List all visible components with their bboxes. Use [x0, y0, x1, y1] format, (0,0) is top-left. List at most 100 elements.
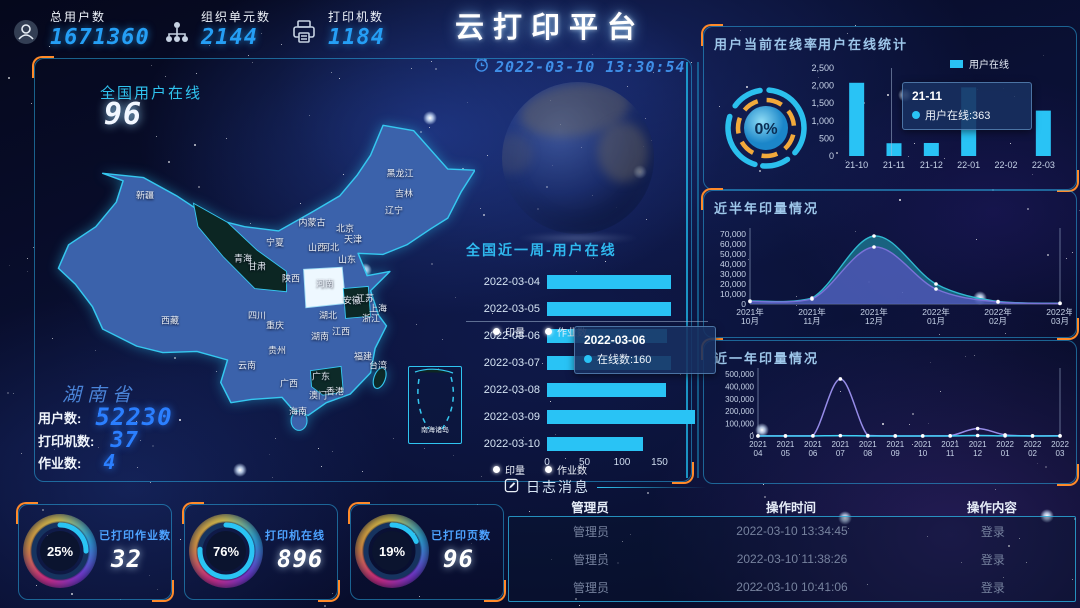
monthly-bar[interactable] [923, 142, 939, 156]
log-row: 管理员 2022-03-10 13:34:45 登录 [509, 517, 1075, 545]
chart-legend[interactable]: 用户在线 [950, 56, 1009, 71]
legend-marker [545, 328, 552, 335]
province-label-新疆[interactable]: 新疆 [135, 190, 155, 201]
province-label-江西[interactable]: 江西 [331, 326, 351, 337]
province-label-上海[interactable]: 上海 [368, 303, 388, 314]
province-stat-row: 用户数: 52230 [38, 403, 173, 431]
kpi-label: 打印机在线 [265, 530, 325, 542]
province-label-黑龙江[interactable]: 黑龙江 [386, 168, 414, 179]
province-label-湖南[interactable]: 湖南 [310, 331, 330, 342]
province-label-山东[interactable]: 山东 [337, 254, 357, 265]
stat-label: 总用户数 [50, 10, 107, 24]
province-label-福建[interactable]: 福建 [353, 351, 373, 362]
weekly-bar-row: 2022-03-10 [466, 430, 706, 457]
province-label-广西[interactable]: 广西 [279, 378, 299, 389]
user-icon [12, 18, 40, 46]
taiwan-island[interactable] [371, 366, 389, 390]
globe-shadow [516, 233, 640, 243]
province-label-重庆[interactable]: 重庆 [265, 320, 285, 331]
weekly-bar[interactable] [547, 274, 671, 289]
tooltip-title: 2022-03-06 [584, 333, 646, 347]
nine-dash-line [414, 368, 454, 430]
legend-item-印量[interactable]: 印量 [493, 462, 525, 477]
province-label-内蒙古[interactable]: 内蒙古 [298, 217, 326, 228]
province-label-安徽[interactable]: 安徽 [342, 295, 362, 306]
svg-text:10,000: 10,000 [720, 289, 746, 299]
tooltip-title: 21-11 [912, 89, 943, 103]
svg-text:70,000: 70,000 [720, 229, 746, 239]
china-map[interactable]: 新疆西藏 青海 甘肃 宁夏 内蒙古 黑龙江吉林辽宁北京 天津山西 河北 山东陕西 河南江苏 安徽 上海… [55, 120, 475, 440]
province-label-河北[interactable]: 河北 [320, 242, 340, 253]
province-label-甘肃[interactable]: 甘肃 [247, 261, 267, 272]
province-label-陕西[interactable]: 陕西 [281, 273, 301, 284]
area-series-作业数[interactable] [750, 246, 1060, 304]
svg-text:2,500: 2,500 [811, 63, 834, 73]
province-stat-row: 作业数: 4 [38, 450, 116, 474]
province-label-吉林[interactable]: 吉林 [394, 188, 414, 199]
kpi-gauge: 19% [355, 514, 429, 588]
half-year-legend[interactable]: 印量 作业数 [0, 324, 1080, 339]
province-label-宁夏[interactable]: 宁夏 [265, 237, 285, 248]
line-series-印量[interactable] [757, 378, 1061, 437]
province-label-云南[interactable]: 云南 [237, 360, 257, 371]
province-label-四川[interactable]: 四川 [247, 310, 267, 321]
hainan-island[interactable] [290, 410, 308, 431]
province-stat-value: 37 [110, 428, 139, 453]
one-year-legend[interactable]: 印量 作业数 [0, 462, 1080, 477]
stat-printers: 打印机数 1184 [290, 8, 385, 50]
weekly-bar[interactable] [547, 382, 666, 397]
printer-icon [290, 18, 318, 46]
one-year-chart: 0 100,000 200,000 300,000 400,000 500,000 2021… [708, 366, 1072, 474]
log-admin: 管理员 [573, 552, 610, 567]
national-online-value: 96 [104, 97, 143, 132]
province-label-澳门[interactable]: 澳门 [308, 390, 328, 401]
province-label-湖北[interactable]: 湖北 [318, 310, 338, 321]
legend-item-印量[interactable]: 印量 [493, 324, 525, 339]
province-label-香港[interactable]: 香港 [325, 386, 345, 397]
svg-text:0: 0 [750, 432, 755, 441]
weekly-bar[interactable] [547, 301, 671, 316]
monthly-bar[interactable] [849, 82, 865, 156]
province-label-贵州[interactable]: 贵州 [267, 345, 287, 356]
stat-value: 1184 [328, 25, 385, 50]
province-label-江苏[interactable]: 江苏 [355, 293, 375, 304]
svg-text:40,000: 40,000 [720, 259, 746, 269]
weekly-bar-row: 2022-03-05 [466, 295, 706, 322]
monthly-bar[interactable] [886, 143, 902, 156]
one-year-title: 近一年印量情况 [714, 351, 820, 366]
province-label-山西[interactable]: 山西 [307, 242, 327, 253]
legend-item-作业数[interactable]: 作业数 [545, 462, 587, 477]
province-label-广东[interactable]: 广东 [311, 371, 331, 382]
weekly-bar[interactable] [547, 409, 695, 424]
national-online-title: 全国用户在线 [100, 85, 203, 102]
province-guangdong-dark[interactable] [309, 365, 344, 396]
province-label-台湾[interactable]: 台湾 [368, 360, 388, 371]
svg-text:60,000: 60,000 [720, 239, 746, 249]
x-tick: 50 [578, 457, 591, 468]
province-gansu-dark[interactable] [192, 202, 288, 293]
province-label-辽宁[interactable]: 辽宁 [384, 205, 404, 216]
province-stat-label: 用户数: [38, 410, 82, 426]
svg-text:21-11: 21-11 [883, 160, 905, 170]
series-dot [912, 111, 920, 119]
weekly-bar[interactable] [547, 436, 643, 451]
legend-item-作业数[interactable]: 作业数 [545, 324, 587, 339]
province-label-青海[interactable]: 青海 [233, 253, 253, 264]
legend-label: 印量 [505, 466, 525, 477]
province-label-北京[interactable]: 北京 [335, 223, 355, 234]
province-label-海南[interactable]: 海南 [288, 406, 308, 417]
province-label-河南[interactable]: 河南 [315, 278, 335, 289]
log-table[interactable]: 管理员 2022-03-10 13:34:45 登录 管理员 2022-03-10 11… [508, 516, 1076, 602]
stat-org-units: 组织单元数 2144 [163, 8, 271, 50]
monthly-bar[interactable] [1035, 110, 1051, 156]
log-section-title: 日志消息 [504, 477, 707, 497]
svg-text:200,000: 200,000 [725, 407, 754, 416]
province-anhui-dark[interactable] [342, 285, 372, 319]
province-label-浙江[interactable]: 浙江 [361, 313, 381, 324]
weekly-bar-row: 2022-03-08 [466, 376, 706, 403]
legend-swatch [950, 59, 963, 68]
province-label-西藏[interactable]: 西藏 [160, 315, 180, 326]
province-label-天津[interactable]: 天津 [343, 234, 363, 245]
